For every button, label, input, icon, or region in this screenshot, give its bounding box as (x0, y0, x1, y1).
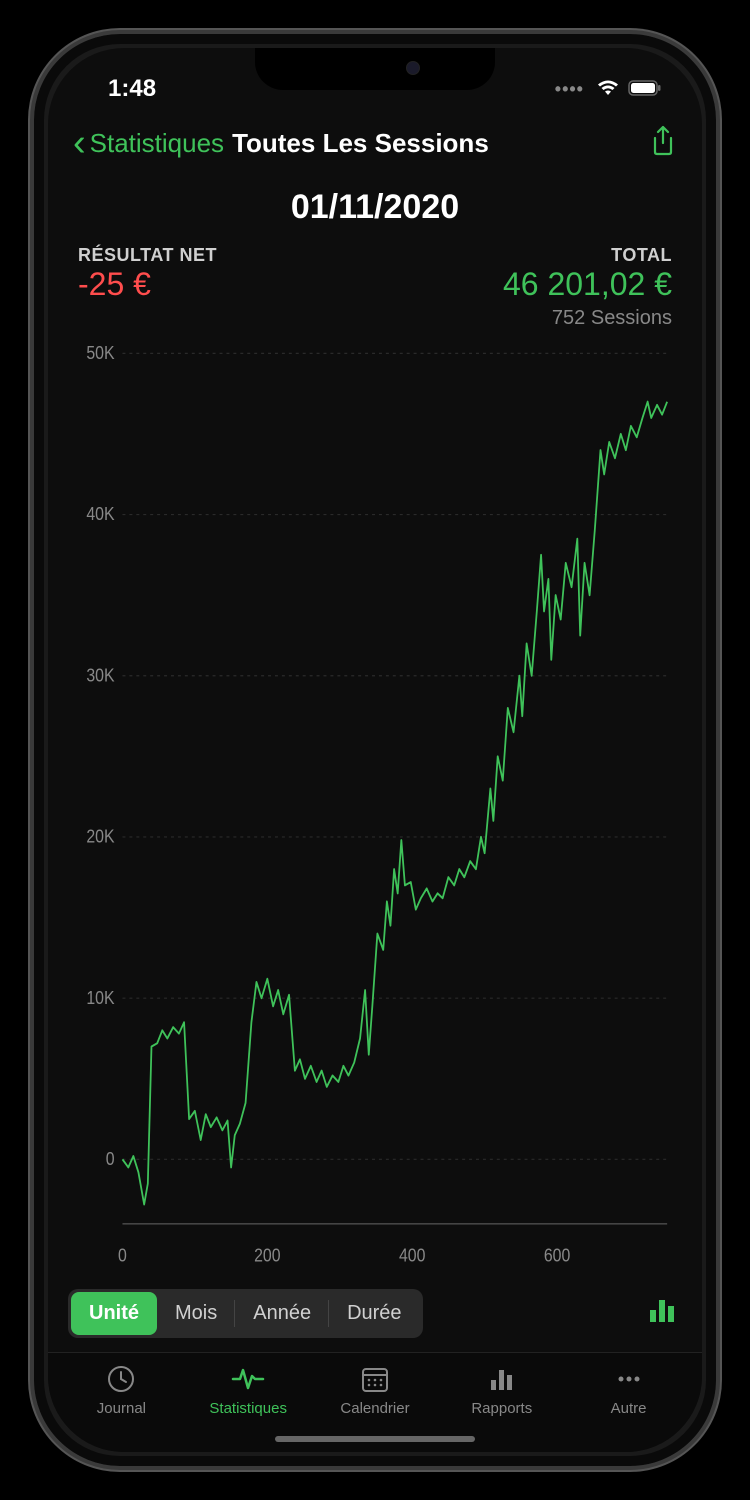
total-block: TOTAL 46 201,02 € (503, 245, 672, 303)
chart-type-button[interactable] (648, 1298, 682, 1329)
chart-area[interactable]: 0 10K 20K 30K 40K 50K 0 200 400 600 (48, 330, 702, 1275)
svg-text:600: 600 (544, 1245, 570, 1265)
status-right: •••• (555, 75, 662, 103)
chevron-left-icon: ‹ (73, 124, 86, 162)
tab-rapports[interactable]: Rapports (438, 1363, 565, 1417)
net-label: RÉSULTAT NET (78, 245, 217, 266)
segment-durée[interactable]: Durée (329, 1292, 419, 1335)
tab-label: Calendrier (340, 1400, 409, 1417)
svg-text:20K: 20K (86, 827, 115, 847)
date-title: 01/11/2020 (48, 178, 702, 245)
share-icon (649, 125, 677, 157)
svg-text:200: 200 (254, 1245, 280, 1265)
tab-label: Autre (611, 1400, 647, 1417)
notch (255, 48, 495, 90)
cellular-dots: •••• (555, 79, 584, 100)
svg-text:400: 400 (399, 1245, 425, 1265)
total-label: TOTAL (503, 245, 672, 266)
tab-statistiques[interactable]: Statistiques (185, 1363, 312, 1417)
more-icon (614, 1363, 644, 1395)
pulse-icon (231, 1363, 265, 1395)
battery-icon (628, 75, 662, 103)
net-value: -25 € (78, 266, 217, 303)
total-value: 46 201,02 € (503, 266, 672, 303)
net-result-block: RÉSULTAT NET -25 € (78, 245, 217, 303)
line-chart: 0 10K 20K 30K 40K 50K 0 200 400 600 (68, 342, 682, 1275)
mute-switch (30, 304, 32, 344)
screen: 1:48 •••• ‹ Statistiques Toutes Les Sess… (48, 48, 702, 1452)
nav-bar: ‹ Statistiques Toutes Les Sessions (48, 108, 702, 178)
status-time: 1:48 (88, 75, 156, 103)
tab-label: Journal (97, 1400, 146, 1417)
page-title: Toutes Les Sessions (232, 128, 489, 158)
clock-icon (106, 1363, 136, 1395)
tab-label: Statistiques (209, 1400, 287, 1417)
stats-row: RÉSULTAT NET -25 € TOTAL 46 201,02 € (48, 245, 702, 303)
bars-icon (648, 1298, 682, 1324)
svg-text:40K: 40K (86, 504, 115, 524)
segment-année[interactable]: Année (235, 1292, 329, 1335)
svg-text:10K: 10K (86, 988, 115, 1008)
svg-text:30K: 30K (86, 665, 115, 685)
time-range-segmented: UnitéMoisAnnéeDurée (68, 1289, 423, 1338)
back-button[interactable]: ‹ Statistiques (73, 124, 224, 162)
calendar-icon (360, 1363, 390, 1395)
tab-autre[interactable]: Autre (565, 1363, 692, 1417)
tab-journal[interactable]: Journal (58, 1363, 185, 1417)
back-label: Statistiques (90, 128, 224, 159)
bottom-toolbar: UnitéMoisAnnéeDurée (48, 1275, 702, 1352)
phone-frame: 1:48 •••• ‹ Statistiques Toutes Les Sess… (30, 30, 720, 1470)
segment-mois[interactable]: Mois (157, 1292, 235, 1335)
tab-calendrier[interactable]: Calendrier (312, 1363, 439, 1417)
nav-title-wrap: Toutes Les Sessions (224, 128, 649, 159)
svg-text:0: 0 (106, 1149, 115, 1169)
power-button (718, 434, 720, 574)
segment-unité[interactable]: Unité (71, 1292, 157, 1335)
volume-up (30, 394, 32, 484)
wifi-icon (596, 75, 620, 103)
svg-text:0: 0 (118, 1245, 127, 1265)
home-indicator[interactable] (275, 1436, 475, 1442)
bars-icon (487, 1363, 517, 1395)
sessions-count: 752 Sessions (48, 303, 702, 330)
tab-label: Rapports (471, 1400, 532, 1417)
share-button[interactable] (649, 125, 677, 162)
volume-down (30, 509, 32, 599)
svg-text:50K: 50K (86, 343, 115, 363)
